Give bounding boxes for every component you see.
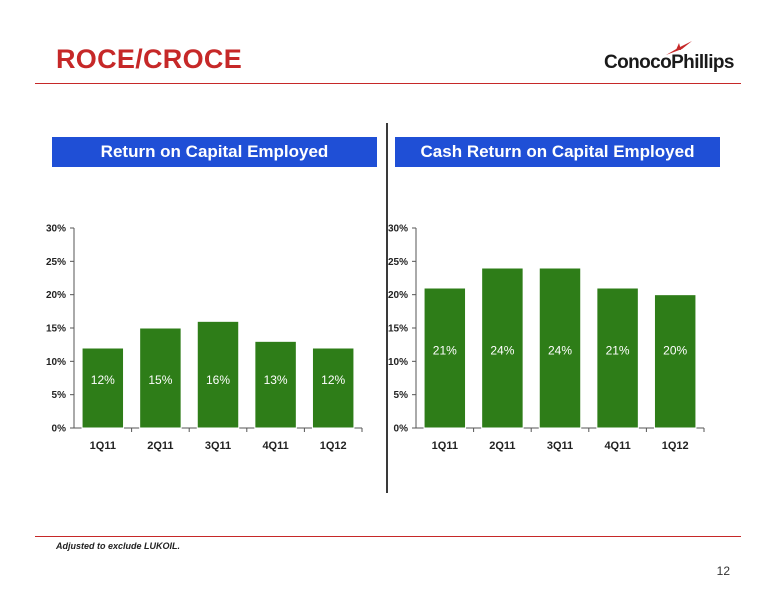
bar-value-label: 16% xyxy=(206,373,230,387)
bar-value-label: 21% xyxy=(606,344,630,358)
logo-star-icon xyxy=(666,41,692,55)
logo-text: ConocoPhillips xyxy=(604,52,734,73)
x-tick-label: 1Q11 xyxy=(432,440,458,452)
bar-value-label: 20% xyxy=(663,344,687,358)
y-tick-label: 30% xyxy=(46,224,66,235)
panel-divider xyxy=(386,123,388,493)
croce-panel-title: Cash Return on Capital Employed xyxy=(395,137,720,167)
bar-3q11 xyxy=(538,267,582,429)
y-tick-label: 20% xyxy=(388,290,408,301)
y-tick-label: 15% xyxy=(46,324,66,335)
bar-1q12 xyxy=(653,294,697,429)
x-tick-label: 2Q11 xyxy=(489,440,515,452)
x-tick-label: 2Q11 xyxy=(147,440,173,452)
roce-panel-title: Return on Capital Employed xyxy=(52,137,377,167)
bar-3q11 xyxy=(196,320,240,429)
x-tick-label: 4Q11 xyxy=(262,440,288,452)
bar-value-label: 24% xyxy=(490,344,514,358)
bar-1q11 xyxy=(423,287,467,429)
bar-value-label: 21% xyxy=(433,344,457,358)
y-tick-label: 10% xyxy=(46,357,66,368)
bar-4q11 xyxy=(596,287,639,429)
y-tick-label: 5% xyxy=(394,390,409,401)
y-tick-label: 25% xyxy=(388,257,408,268)
x-tick-label: 3Q11 xyxy=(205,440,231,452)
y-tick-label: 30% xyxy=(388,224,408,235)
y-tick-label: 20% xyxy=(46,290,66,301)
y-tick-label: 10% xyxy=(388,357,408,368)
x-tick-label: 1Q12 xyxy=(662,440,689,452)
bar-value-label: 15% xyxy=(148,373,172,387)
bar-value-label: 12% xyxy=(91,373,115,387)
y-tick-label: 5% xyxy=(52,390,67,401)
y-tick-label: 0% xyxy=(394,424,409,435)
page-number: 12 xyxy=(716,564,730,578)
y-tick-label: 15% xyxy=(388,324,408,335)
roce-bar-chart: 0% 5% 10% 15% 20% 25% 30% 12% 1Q11 15% 2Q11 16% 3Q11… xyxy=(46,224,363,452)
x-tick-label: 3Q11 xyxy=(547,440,573,452)
bar-2q11 xyxy=(481,267,524,429)
page-title: ROCE/CROCE xyxy=(56,44,243,74)
bar-value-label: 12% xyxy=(321,373,345,387)
footnote: Adjusted to exclude LUKOIL. xyxy=(56,541,181,551)
bar-value-label: 24% xyxy=(548,344,572,358)
bar-value-label: 13% xyxy=(264,373,288,387)
x-tick-label: 1Q11 xyxy=(90,440,116,452)
header-rule xyxy=(35,83,741,84)
x-tick-label: 1Q12 xyxy=(320,440,347,452)
footer-rule xyxy=(35,536,741,537)
bar-1q12 xyxy=(311,347,355,429)
bar-2q11 xyxy=(139,327,182,429)
x-tick-label: 4Q11 xyxy=(604,440,630,452)
bar-1q11 xyxy=(81,347,125,429)
y-tick-label: 25% xyxy=(46,257,66,268)
company-logo: ConocoPhillips xyxy=(600,40,740,76)
croce-bar-chart: 0% 5% 10% 15% 20% 25% 30% 21% 1Q11 24% 2Q11 24% 3Q11… xyxy=(388,224,705,452)
bar-4q11 xyxy=(254,340,297,429)
y-tick-label: 0% xyxy=(52,424,67,435)
